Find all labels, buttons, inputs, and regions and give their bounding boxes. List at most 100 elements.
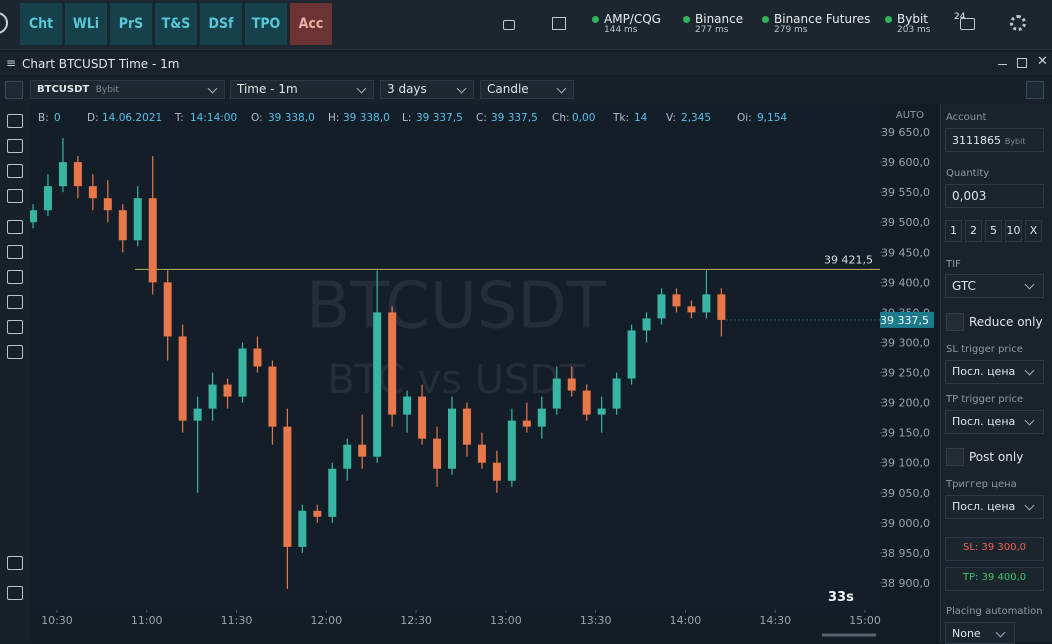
candle-body [477, 444, 486, 463]
info-label: T: [174, 112, 184, 124]
candle-body [507, 420, 516, 481]
style-select[interactable]: Candle [480, 80, 574, 99]
tool[interactable] [7, 139, 23, 153]
tab[interactable]: Cht [20, 3, 62, 45]
candle-body [193, 408, 202, 421]
notification-count[interactable]: 24 [954, 12, 966, 22]
connection-name: Binance Futures [774, 12, 871, 26]
automation-select[interactable]: None [945, 622, 1015, 644]
y-tick-label: 39 200,0 [881, 397, 930, 410]
tab[interactable]: TPO [245, 3, 287, 45]
tool[interactable] [7, 345, 23, 359]
tool[interactable] [7, 320, 23, 334]
tp-trigger-label: TP trigger price [946, 394, 1024, 405]
symbol-select[interactable]: BTCUSDT Bybit [30, 80, 225, 99]
candle-body [148, 198, 157, 283]
last-price-label: 39 337,5 [880, 314, 929, 327]
candle-body [298, 510, 307, 547]
connection[interactable]: AMP/CQG 144 ms [592, 12, 661, 35]
level-label-bg [826, 251, 878, 268]
checkbox[interactable] [946, 448, 964, 466]
tif-select[interactable]: GTC [945, 274, 1044, 298]
maximize[interactable] [1017, 58, 1027, 68]
tool[interactable] [7, 245, 23, 259]
info-value: 0,00 [572, 112, 595, 124]
tool[interactable] [7, 295, 23, 309]
quick-qty[interactable]: 5 [985, 220, 1002, 242]
range-select[interactable]: 3 days [380, 80, 474, 99]
candle-body [418, 396, 427, 439]
connection[interactable]: Bybit 203 ms [885, 12, 931, 35]
panel-toggle[interactable] [5, 81, 23, 99]
settings-icon[interactable] [1010, 15, 1026, 31]
quick-qty[interactable]: 1 [945, 220, 962, 242]
tool[interactable] [7, 586, 23, 600]
automation-label: Placing automation [946, 606, 1043, 617]
connection[interactable]: Binance 277 ms [683, 12, 743, 35]
quick-qty[interactable]: X [1025, 220, 1042, 242]
candle-body [58, 162, 67, 187]
trigger-select[interactable]: Посл. цена [945, 495, 1044, 519]
chat-icon[interactable] [960, 18, 975, 30]
tool[interactable] [7, 189, 23, 203]
tool[interactable] [7, 114, 23, 128]
exchange: Bybit [95, 85, 119, 95]
info-label: B: [38, 112, 49, 124]
sl-trigger-select[interactable]: Посл. цена [945, 360, 1044, 384]
candle-body [133, 198, 142, 241]
candle-body [657, 294, 666, 319]
lock-icon[interactable] [503, 20, 515, 30]
tab[interactable]: DSf [200, 3, 242, 45]
layout-icon[interactable] [552, 17, 566, 30]
top-bar: Cht WLi PrS T&S DSf TPO Acc AMP/CQG 144 m… [0, 0, 1052, 50]
y-tick-label: 39 000,0 [881, 517, 930, 530]
candle-body [283, 426, 292, 547]
tool[interactable] [7, 270, 23, 284]
candle-body [717, 294, 726, 320]
account-box[interactable]: 3111865 Bybit [945, 128, 1044, 152]
candle-body [687, 306, 696, 313]
x-tick-label: 13:30 [580, 614, 612, 627]
timeframe-select[interactable]: Time - 1m [230, 80, 374, 99]
tool[interactable] [7, 164, 23, 178]
quick-qty[interactable]: 10 [1005, 220, 1022, 242]
tp-button[interactable]: TP: 39 400,0 [945, 567, 1044, 591]
info-value: 2,345 [681, 112, 711, 124]
latency: 144 ms [604, 25, 638, 35]
connection[interactable]: Binance Futures 279 ms [762, 12, 870, 35]
checkbox[interactable] [946, 313, 964, 331]
info-label: H: [328, 112, 339, 124]
tool[interactable] [7, 220, 23, 234]
tool[interactable] [7, 556, 23, 570]
list-button[interactable] [0, 612, 30, 642]
tab[interactable]: Acc [290, 3, 332, 45]
tab[interactable]: PrS [110, 3, 152, 45]
menu-icon[interactable]: ≡ [6, 56, 17, 70]
candle-body [388, 312, 397, 415]
close[interactable]: ✕ [1037, 54, 1048, 69]
candle-body [597, 408, 606, 415]
connection-name: Bybit [897, 12, 928, 26]
sl-button[interactable]: SL: 39 300,0 [945, 537, 1044, 561]
info-value: 14:14:00 [190, 112, 237, 124]
tab[interactable]: T&S [155, 3, 197, 45]
info-label: D: [87, 112, 99, 124]
quick-qty[interactable]: 2 [965, 220, 982, 242]
level-label: 39 421,5 [824, 253, 873, 266]
quantity-input[interactable]: 0,003 [945, 184, 1044, 208]
logo[interactable] [0, 12, 8, 34]
candle-body [103, 198, 112, 211]
x-tick-label: 13:00 [490, 614, 522, 627]
sl-trigger-label: SL trigger price [946, 344, 1023, 355]
info-value: 14.06.2021 [102, 112, 162, 124]
watermark: BTC vs USDT [327, 357, 585, 403]
candle-body [627, 330, 636, 379]
panel-toggle[interactable] [1026, 81, 1044, 99]
candle-body [448, 408, 457, 469]
y-tick-label: 38 950,0 [881, 547, 930, 560]
tp-trigger-select[interactable]: Посл. цена [945, 410, 1044, 434]
candle-body [403, 396, 412, 415]
minimize[interactable] [998, 64, 1007, 65]
tab[interactable]: WLi [65, 3, 107, 45]
candle-body [208, 384, 217, 409]
